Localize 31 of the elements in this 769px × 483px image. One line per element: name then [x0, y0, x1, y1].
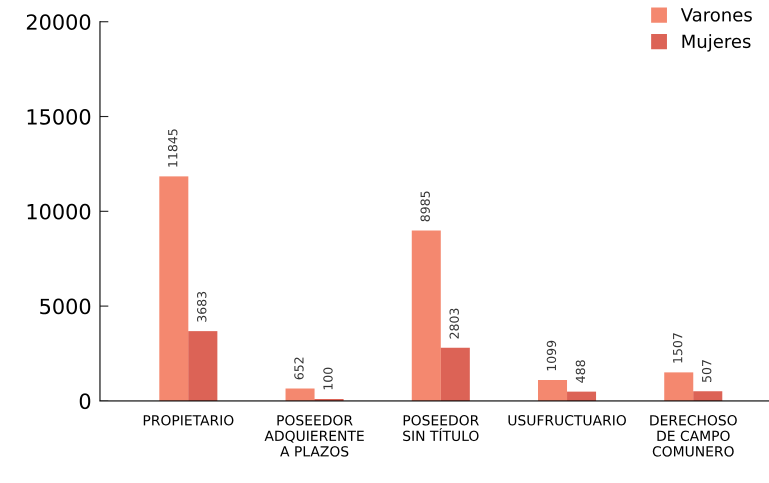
data-label: 1099 [546, 340, 556, 370]
bar [440, 348, 470, 401]
bar [567, 392, 596, 401]
y-tick-label: 20000 [26, 14, 90, 30]
legend-label: Varones [680, 8, 752, 22]
data-label: 100 [323, 368, 333, 390]
legend-label: Mujeres [682, 34, 751, 52]
data-label: 652 [294, 358, 304, 380]
bar [188, 331, 218, 401]
bar [664, 372, 694, 401]
y-tick-label: 10000 [28, 204, 90, 220]
y-tick-label: 5000 [40, 298, 90, 314]
x-tick-label: PROPIETARIO [144, 415, 234, 426]
x-tick-label: POSEEDOR SIN TÍTULO [403, 415, 479, 442]
bar [412, 230, 441, 401]
data-label: 2803 [449, 308, 459, 338]
data-label: 488 [576, 360, 586, 383]
data-label: 1507 [672, 333, 682, 363]
bar [538, 380, 568, 401]
bar [159, 176, 188, 401]
data-label: 11845 [168, 129, 178, 167]
data-label: 3683 [197, 292, 206, 322]
x-tick-label: USUFRUCTUARIO [508, 415, 626, 426]
x-tick-label: DERECHOSO DE CAMPO COMUNERO [650, 415, 737, 457]
bar [693, 391, 722, 401]
bar [286, 388, 315, 401]
x-tick-label: POSEEDOR ADQUIERENTE A PLAZOS [264, 415, 364, 457]
y-tick-label: 0 [80, 393, 90, 410]
y-tick-label: 15000 [28, 108, 90, 125]
data-label: 8985 [420, 192, 430, 222]
data-label: 507 [702, 360, 712, 382]
